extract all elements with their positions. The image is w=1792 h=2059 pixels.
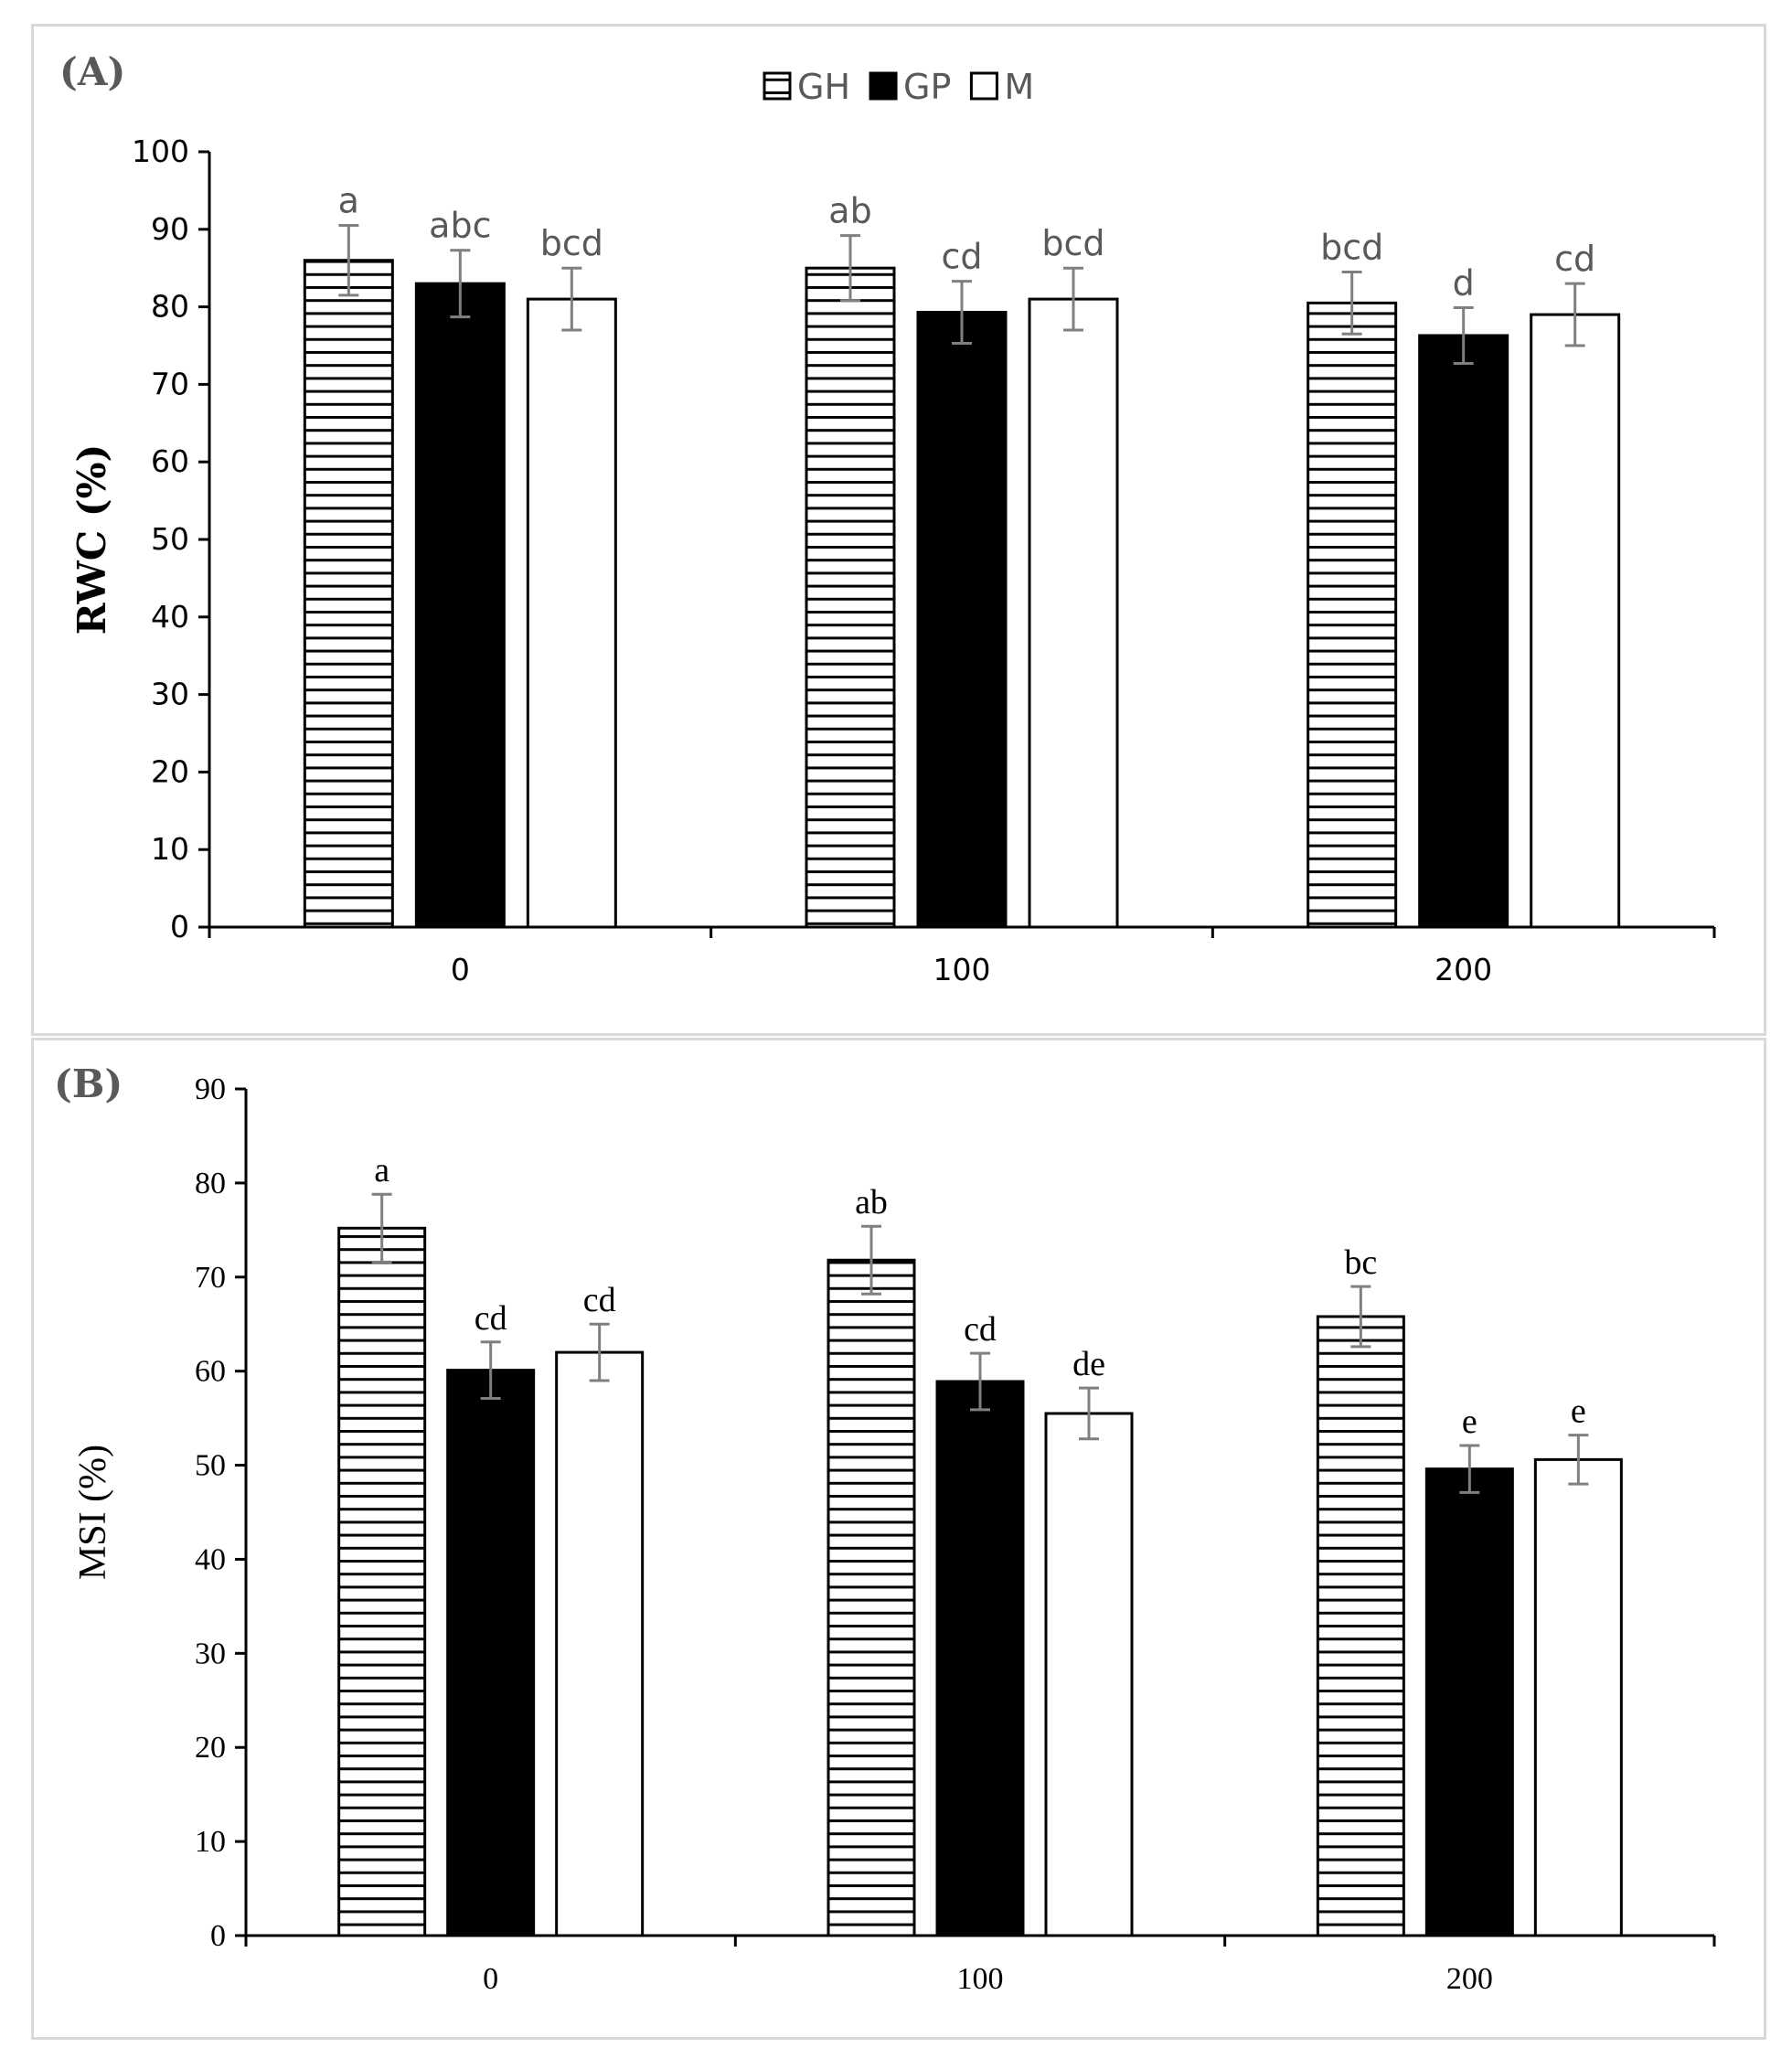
bar-gh-100: [805, 266, 896, 929]
bar-gp-0: [414, 282, 506, 929]
y-tick-label: 0: [210, 1919, 226, 1953]
y-tick-label: 10: [151, 831, 189, 867]
bar-gp-100: [916, 311, 1008, 929]
significance-label: cd: [475, 1299, 507, 1338]
x-tick-label: 100: [957, 1962, 1004, 1996]
chart-b-svg: (B) 0 10 20 30 40 50 60 70 80 90 0 100 200 a cd cd ab cd de…: [54, 1062, 1716, 1996]
x-tick-label: 200: [1435, 952, 1492, 987]
y-tick-label: 80: [151, 289, 189, 325]
y-tick-label: 10: [195, 1825, 226, 1859]
significance-label: d: [1453, 262, 1475, 303]
bar-m-200: [1533, 1457, 1623, 1937]
y-tick-label: 80: [195, 1167, 226, 1200]
y-tick-label: 20: [151, 753, 189, 789]
y-tick-label: 40: [195, 1542, 226, 1576]
y-tick-label: 70: [151, 366, 189, 401]
y-tick-label: 90: [195, 1072, 226, 1106]
significance-label: cd: [964, 1310, 997, 1349]
bar-gp-100: [935, 1380, 1025, 1937]
y-tick-label: 30: [195, 1637, 226, 1670]
significance-label: cd: [941, 237, 982, 277]
bar-gh-0: [337, 1226, 427, 1937]
y-tick-label: 40: [151, 599, 189, 635]
x-tick-label: 100: [933, 952, 991, 987]
significance-label: e: [1571, 1392, 1586, 1431]
significance-label: bc: [1344, 1243, 1377, 1282]
y-axis-title: RWC (%): [69, 444, 114, 635]
x-tick-label: 200: [1446, 1962, 1493, 1996]
significance-label: de: [1072, 1345, 1105, 1383]
bar-m-0: [526, 297, 617, 929]
bar-gp-0: [446, 1369, 536, 1937]
panel-label: (A): [59, 49, 125, 94]
significance-label: cd: [583, 1281, 616, 1319]
y-tick-label: 100: [132, 133, 189, 169]
x-tick-label: 0: [483, 1962, 498, 1996]
legend-swatch-gh: [763, 71, 792, 101]
bar-gh-100: [827, 1258, 916, 1937]
chart-panel-b: (B) 0 10 20 30 40 50 60 70 80 90 0 100 200 a cd cd ab cd de…: [31, 1038, 1766, 2040]
chart-a-svg: (A) 0 10 20 30 40 50 60 70 80 90 100 0 100 200 a abc bcd a…: [59, 49, 1716, 987]
bar-gp-200: [1418, 334, 1509, 929]
y-tick-label: 70: [195, 1261, 226, 1295]
bar-gp-200: [1424, 1467, 1514, 1937]
bar-gh-200: [1307, 301, 1398, 929]
bar-gh-200: [1316, 1315, 1405, 1937]
y-tick-label: 30: [151, 677, 189, 712]
y-tick-label: 90: [151, 211, 189, 247]
legend-label-m: M: [1004, 67, 1034, 107]
x-tick-label: 0: [451, 952, 470, 987]
bar-m-100: [1028, 297, 1119, 929]
y-tick-label: 50: [195, 1449, 226, 1483]
y-tick-label: 60: [195, 1355, 226, 1389]
bar-gh-0: [303, 259, 394, 929]
bar-m-100: [1044, 1412, 1134, 1937]
y-axis-title: MSI (%): [72, 1445, 114, 1580]
significance-label: bcd: [1320, 227, 1383, 267]
y-tick-label: 50: [151, 521, 189, 557]
y-tick-label: 20: [195, 1731, 226, 1765]
significance-label: ab: [828, 191, 871, 231]
y-tick-label: 60: [151, 443, 189, 479]
bar-m-0: [555, 1350, 645, 1937]
significance-label: bcd: [540, 223, 603, 263]
panel-label: (B): [54, 1062, 123, 1106]
significance-label: a: [338, 181, 359, 221]
significance-label: ab: [855, 1183, 888, 1222]
chart-panel-a: (A) 0 10 20 30 40 50 60 70 80 90 100 0 100 200 a abc bcd a…: [31, 24, 1766, 1036]
bar-m-200: [1530, 313, 1621, 929]
significance-label: abc: [429, 206, 491, 246]
legend-label-gh: GH: [797, 67, 850, 107]
significance-label: bcd: [1041, 223, 1104, 263]
legend-swatch-gp: [869, 71, 898, 101]
legend-swatch-m: [969, 71, 998, 101]
significance-label: e: [1462, 1403, 1477, 1441]
y-tick-label: 0: [170, 909, 189, 944]
legend-label-gp: GP: [903, 67, 951, 107]
significance-label: a: [374, 1151, 389, 1190]
significance-label: cd: [1554, 239, 1595, 279]
